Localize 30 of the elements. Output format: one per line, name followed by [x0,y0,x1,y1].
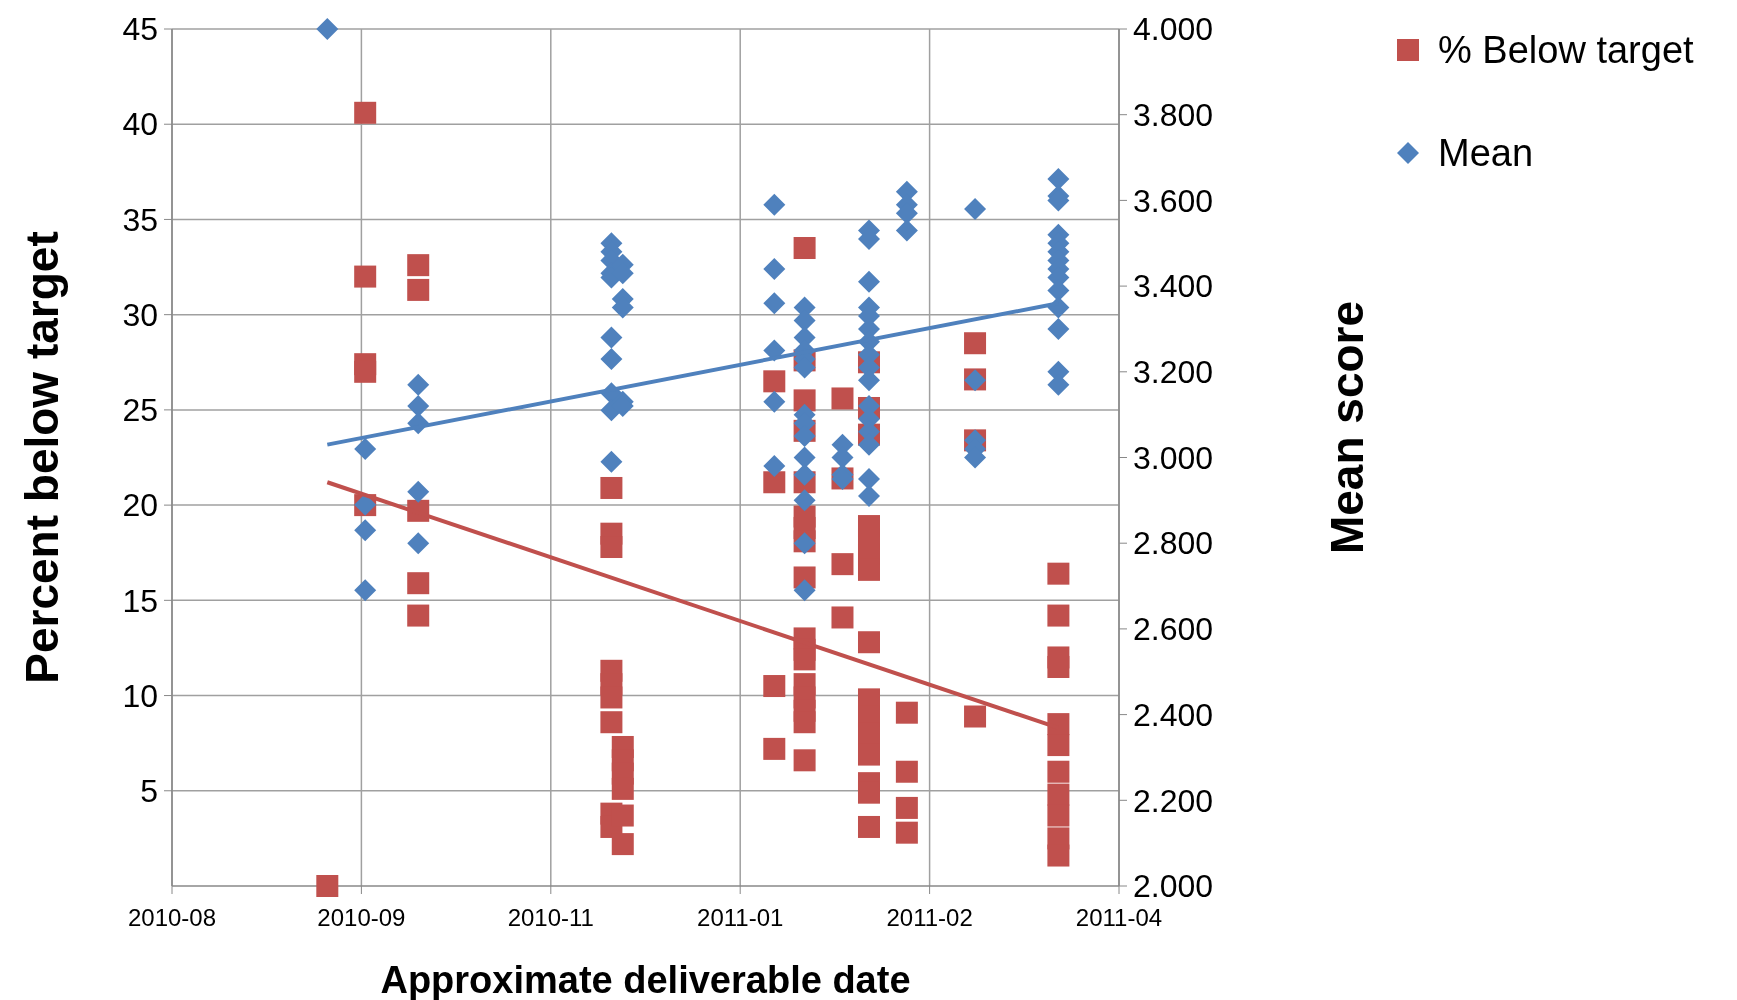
x-tick-label: 2010-09 [317,904,406,931]
y2-tick-label: 3.400 [1133,268,1214,305]
y-tick-label: 5 [140,772,158,809]
y2-tick-label: 4.000 [1133,11,1214,48]
x-tick-label: 2011-02 [886,904,973,931]
y2-tick-label: 2.600 [1133,611,1214,648]
y-tick-label: 40 [122,106,158,143]
y2-tick-label: 3.000 [1133,439,1214,476]
y-tick-label: 30 [122,296,158,333]
y2-tick-label: 2.000 [1133,868,1214,905]
y2-tick-label: 3.200 [1133,354,1214,390]
y-tick-label: 10 [122,677,158,714]
y-tick-label: 20 [122,487,158,524]
legend-label: Mean [1438,132,1534,175]
y2-tick-label: 2.800 [1133,525,1214,562]
y-tick-label: 35 [122,201,158,238]
y-tick-label: 15 [122,582,158,619]
y-tick-label: 25 [122,392,158,429]
y2-axis-title: Mean score [1321,300,1373,555]
legend-label: % Below target [1438,29,1695,72]
x-tick-label: 2010-08 [127,904,217,931]
y2-tick-label: 2.400 [1133,696,1214,733]
x-tick-label: 2010-11 [507,904,594,931]
y-tick-label: 45 [122,11,158,48]
y2-tick-label: 3.600 [1133,182,1214,219]
x-tick-label: 2011-01 [697,904,784,931]
y-axis-title: Percent below target [16,231,68,684]
y2-tick-label: 3.800 [1133,96,1214,133]
x-tick-label: 2011-04 [1075,904,1163,931]
y2-tick-label: 2.200 [1133,782,1214,819]
